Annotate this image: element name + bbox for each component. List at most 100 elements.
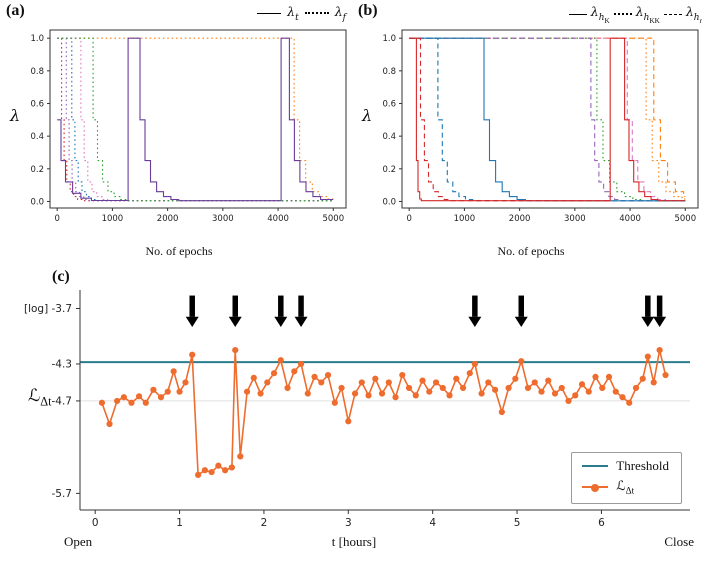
data-marker (632, 384, 640, 392)
data-marker (545, 377, 552, 384)
open-label: Open (64, 534, 93, 549)
data-marker (365, 392, 372, 399)
legend-label-lambda-hr: λhr (685, 4, 702, 25)
data-marker (644, 353, 651, 360)
tick-label: 0.2 (382, 165, 396, 175)
panel-b-chart: 0 1000 2000 3000 4000 5000 0.0 0.2 0.4 0.6 0.8 1.0 (382, 29, 699, 224)
tick-label: 1.0 (382, 34, 396, 44)
data-marker (639, 375, 646, 382)
panel-c-ylabel: ℒΔt (28, 386, 52, 409)
data-marker (592, 373, 599, 380)
tick-label: 1 (176, 517, 183, 529)
legend-label-lambda-t: λt (287, 4, 299, 23)
data-marker (372, 375, 379, 382)
panel-c: (c) 0 1 2 3 4 5 6 [log] -3.7 -4.3 -4.7 -5.7 ℒΔt Op… (0, 268, 708, 570)
legend-line-dotted-icon (613, 13, 632, 16)
data-marker (237, 453, 244, 460)
data-marker (471, 360, 478, 368)
legend-label-lambda-hk: λhK (590, 4, 610, 25)
panel-c-bottom-labels: Open t [hours] Close (0, 534, 708, 556)
data-marker (222, 467, 229, 474)
data-marker (650, 379, 657, 386)
data-marker (385, 379, 392, 386)
series-hr_magenta (409, 37, 686, 202)
legend-loss-label: ℒΔt (616, 478, 635, 497)
tick-label: 0 (92, 517, 99, 529)
data-marker (518, 358, 525, 365)
legend-line-solid-icon (568, 13, 587, 15)
data-marker (243, 388, 251, 395)
data-marker (311, 373, 318, 380)
data-marker (605, 373, 613, 380)
anomaly-arrow-head-icon (228, 316, 242, 327)
data-marker (405, 384, 413, 392)
tick-label: 4000 (619, 214, 641, 224)
tick-label: 5000 (674, 214, 696, 224)
data-marker (492, 386, 499, 393)
anomaly-arrow-head-icon (468, 316, 482, 327)
panel-a-xlabel: No. of epochs (145, 244, 213, 258)
data-marker (524, 384, 532, 392)
data-marker (351, 390, 359, 397)
data-marker (419, 377, 426, 384)
legend-panel-a: λt λf (257, 4, 346, 23)
data-marker (446, 392, 453, 399)
data-marker (426, 388, 433, 395)
data-marker (195, 471, 202, 478)
panel-c-chart: 0 1 2 3 4 5 6 [log] -3.7 -4.3 -4.7 -5.7 (24, 290, 690, 529)
series-hr_orange (409, 37, 686, 198)
tick-label: 1000 (454, 214, 476, 224)
data-marker (264, 379, 271, 386)
tick-label: 0.8 (382, 67, 396, 77)
plot-frame (401, 29, 699, 209)
tick-label: 2000 (509, 214, 531, 224)
data-marker (250, 374, 257, 381)
anomaly-arrow-head-icon (514, 316, 528, 327)
panel-c-xlabel: t [hours] (331, 534, 377, 549)
tick-label: -4.7 (52, 395, 73, 407)
series-hr_blue (409, 37, 686, 202)
data-marker (358, 379, 365, 386)
anomaly-arrow-head-icon (274, 316, 288, 327)
data-marker (157, 394, 165, 401)
panel-a-label: (a) (6, 2, 25, 19)
panel-a-chart: 0 1000 2000 3000 4000 5000 0.0 0.2 0.4 0.6 0.8 1.0 (30, 29, 347, 224)
data-marker (135, 393, 143, 400)
plot-frame (49, 29, 347, 209)
tick-label: [log] -3.7 (24, 303, 72, 315)
data-marker (215, 462, 222, 469)
tick-label: 6 (598, 517, 605, 529)
data-marker (572, 392, 579, 399)
data-marker (98, 399, 106, 406)
tick-label: -4.3 (52, 358, 73, 370)
tick-label: 5 (514, 517, 521, 529)
data-marker (338, 384, 345, 392)
tick-label: 3 (345, 517, 352, 529)
data-marker (257, 390, 264, 397)
data-marker (106, 420, 113, 428)
legend-entry-loss: ℒΔt (582, 478, 669, 497)
legend-line-dashed-icon (663, 13, 682, 15)
data-marker (170, 368, 177, 375)
data-marker (432, 379, 440, 386)
data-marker (277, 357, 284, 364)
data-marker (538, 388, 545, 395)
data-marker (114, 397, 121, 405)
data-marker (656, 346, 663, 354)
data-marker (128, 399, 135, 406)
legend-label-lambda-f: λf (334, 4, 346, 23)
data-marker (626, 399, 633, 406)
panel-a-ylabel: λ (10, 106, 21, 125)
data-marker (412, 392, 419, 399)
data-marker (578, 381, 586, 388)
data-marker (318, 379, 325, 386)
data-marker (182, 379, 189, 386)
anomaly-arrow-head-icon (653, 316, 667, 327)
data-marker (392, 394, 399, 401)
data-marker (485, 379, 492, 386)
tick-label: 0.6 (30, 99, 44, 109)
tick-label: 0.2 (30, 165, 44, 175)
series-hr_purple (409, 37, 686, 202)
series-hkk_orange (409, 37, 686, 200)
